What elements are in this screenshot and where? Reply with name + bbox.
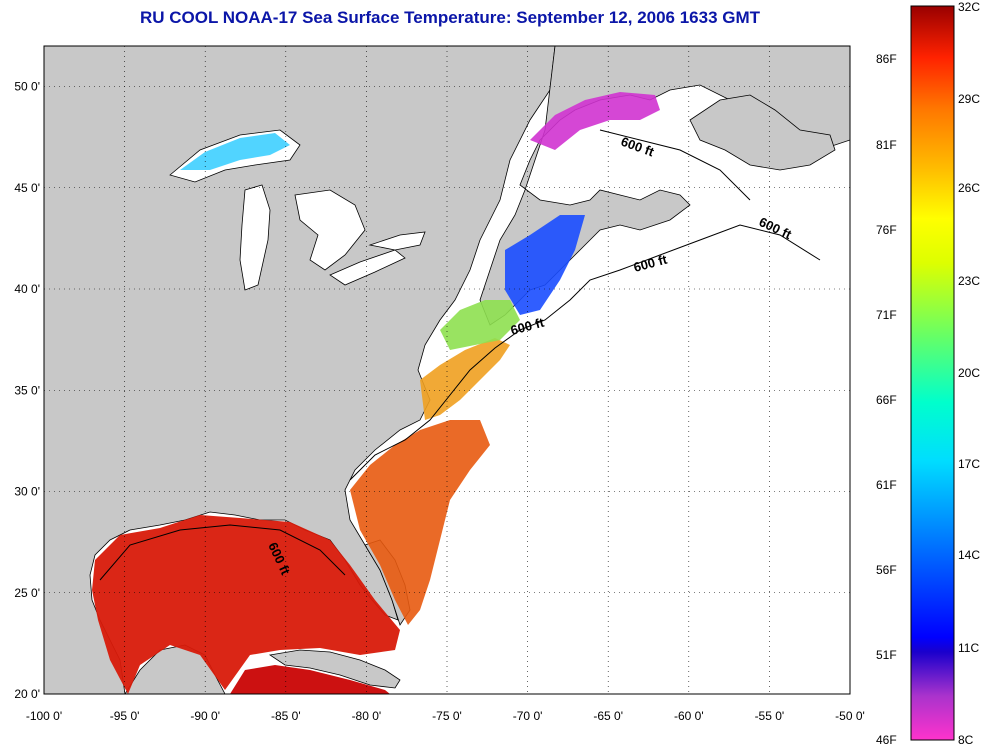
map-frame xyxy=(43,45,851,695)
lon-tick-label: -55 0' xyxy=(755,709,785,723)
lat-tick-label: 45 0' xyxy=(14,181,40,195)
cb-c-11: 11C xyxy=(958,641,980,655)
lon-tick-label: -60 0' xyxy=(674,709,704,723)
lon-tick-label: -85 0' xyxy=(271,709,301,723)
lake-michigan xyxy=(239,184,271,291)
lat-tick-label: 35 0' xyxy=(14,383,40,397)
cb-f-51: 51F xyxy=(876,648,897,662)
cb-f-61: 61F xyxy=(876,478,897,492)
cb-c-23: 23C xyxy=(958,274,981,288)
lake-ontario xyxy=(368,231,426,251)
cb-c-32: 32C xyxy=(958,0,981,14)
cb-c-8: 8C xyxy=(958,733,974,747)
cb-c-17: 17C xyxy=(958,457,981,471)
cb-c-14: 14C xyxy=(958,548,981,562)
lon-tick-label: -65 0' xyxy=(593,709,623,723)
cb-c-26: 26C xyxy=(958,181,981,195)
lat-tick-label: 25 0' xyxy=(14,586,40,600)
sst-gulf-of-maine xyxy=(505,215,585,315)
lake-huron xyxy=(294,189,366,271)
map-title: RU COOL NOAA-17 Sea Surface Temperature:… xyxy=(139,8,761,27)
sst-caribbean xyxy=(230,665,390,694)
lon-tick-label: -50 0' xyxy=(835,709,865,723)
colorbar xyxy=(910,5,955,741)
land-cuba xyxy=(268,649,401,689)
lake-erie xyxy=(329,249,406,286)
sst-gulf-st-lawrence xyxy=(530,92,660,150)
isobath-600ft xyxy=(99,129,821,581)
cb-f-46: 46F xyxy=(876,733,897,747)
sst-southeast-atlantic xyxy=(350,420,490,625)
lon-tick-label: -70 0' xyxy=(513,709,543,723)
sst-mid-atlantic xyxy=(420,338,510,420)
land-layer xyxy=(43,45,851,695)
sst-new-york-bight xyxy=(440,300,520,350)
lat-tick-label: 50 0' xyxy=(14,80,40,94)
lon-tick-label: -95 0' xyxy=(110,709,140,723)
lat-tick-label: 40 0' xyxy=(14,282,40,296)
sst-data-layer xyxy=(92,92,660,694)
lat-tick-label: 20 0' xyxy=(14,687,40,701)
lon-tick-label: -80 0' xyxy=(352,709,382,723)
lon-tick-label: -90 0' xyxy=(190,709,220,723)
lat-tick-label: 30 0' xyxy=(14,485,40,499)
sst-gulf-of-mexico xyxy=(92,515,400,694)
cb-f-71: 71F xyxy=(876,308,897,322)
cb-c-20: 20C xyxy=(958,366,981,380)
cb-c-29: 29C xyxy=(958,92,981,106)
land-north-america xyxy=(43,45,556,695)
map-tick-labels: -100 0' -95 0' -90 0' -85 0' -80 0' -75 0' -70… xyxy=(14,80,864,724)
cb-f-81: 81F xyxy=(876,138,897,152)
cb-f-76: 76F xyxy=(876,223,897,237)
land-newfoundland xyxy=(689,94,836,171)
cb-f-56: 56F xyxy=(876,563,897,577)
lon-tick-label: -75 0' xyxy=(432,709,462,723)
cb-f-86: 86F xyxy=(876,52,897,66)
sst-lake-superior xyxy=(180,133,290,170)
cb-f-66: 66F xyxy=(876,393,897,407)
lon-tick-label: -100 0' xyxy=(26,709,62,723)
